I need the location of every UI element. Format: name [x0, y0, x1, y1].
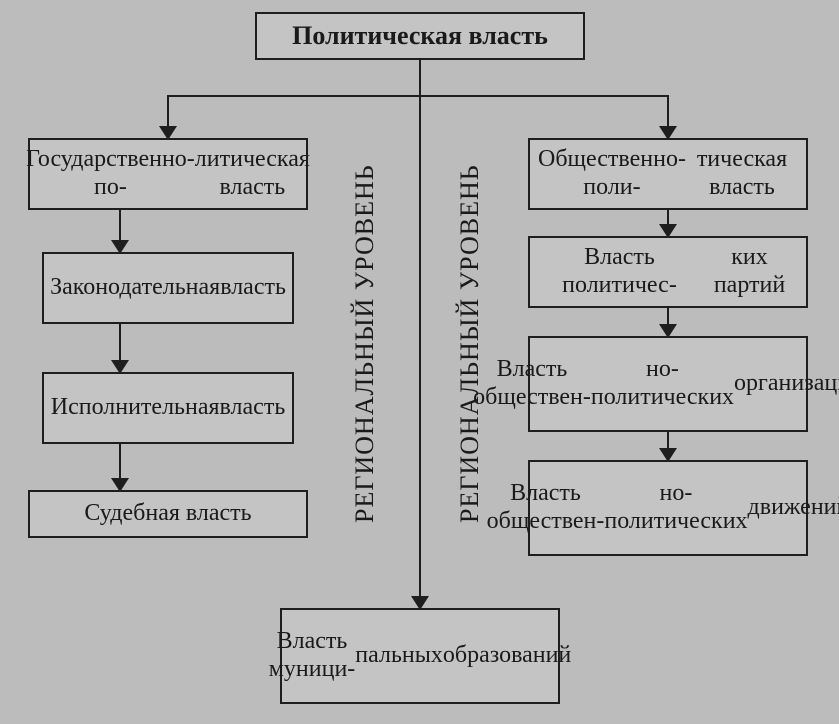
- vertical-label-vl2: РЕГИОНАЛЬНЫЙ УРОВЕНЬ: [450, 134, 490, 554]
- node-r3: Власть обществен-но-политическихорганиза…: [528, 336, 808, 432]
- node-l3: Исполнительнаявласть: [42, 372, 294, 444]
- node-r4: Власть обществен-но-политическихдвижений: [528, 460, 808, 556]
- vertical-label-vl1: РЕГИОНАЛЬНЫЙ УРОВЕНЬ: [345, 134, 385, 554]
- node-r1: Общественно-поли-тическая власть: [528, 138, 808, 210]
- node-l2: Законодательнаявласть: [42, 252, 294, 324]
- node-l4: Судебная власть: [28, 490, 308, 538]
- node-root: Политическая власть: [255, 12, 585, 60]
- node-l1: Государственно-по-литическая власть: [28, 138, 308, 210]
- node-r2: Власть политичес-ких партий: [528, 236, 808, 308]
- node-bottom: Власть муници-пальныхобразований: [280, 608, 560, 704]
